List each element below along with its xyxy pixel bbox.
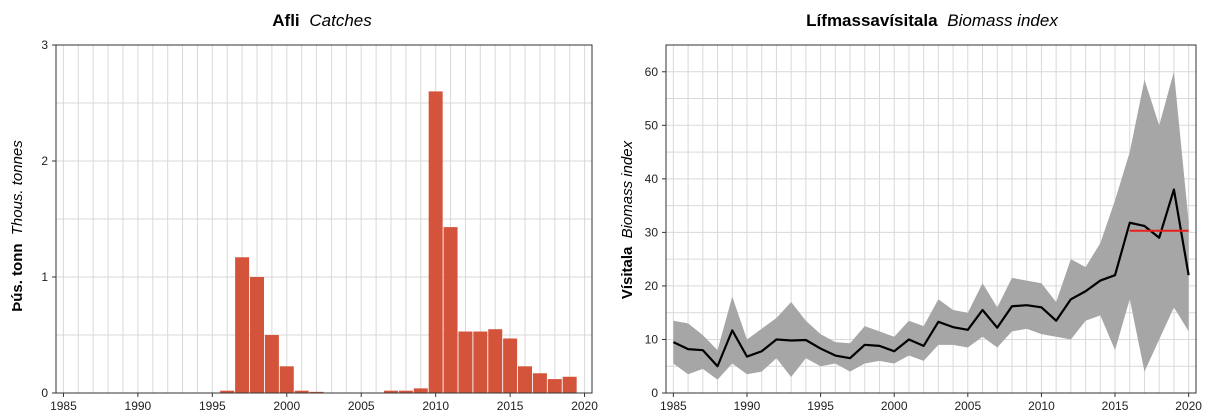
catches-title-bold: Afli <box>272 11 299 30</box>
catch-bar-1998 <box>250 277 264 393</box>
x-tick-label: 1995 <box>807 399 834 413</box>
biomass-title-italic: Biomass index <box>947 11 1058 30</box>
catches-panel: Afli Catches Þús. tonn Thous. tonnes 198… <box>9 11 598 413</box>
catch-bar-2010 <box>428 91 443 394</box>
catch-bar-2019 <box>562 376 577 393</box>
x-tick-label: 2005 <box>954 399 981 413</box>
catches-axes: 1985 1990 1995 2000 2005 2010 2015 2020 0 1 2 3 <box>41 38 598 413</box>
x-tick-label: 2000 <box>881 399 908 413</box>
y-tick-label: 3 <box>41 38 48 52</box>
x-tick-label: 2010 <box>422 399 449 413</box>
catch-bar-2013 <box>473 331 488 393</box>
catch-bar-2016 <box>518 366 532 393</box>
catches-y-label: Þús. tonn Thous. tonnes <box>9 140 26 312</box>
catch-bar-2008 <box>398 390 413 393</box>
biomass-y-label-bold: Vísitala <box>619 246 636 299</box>
x-tick-label: 1995 <box>199 399 226 413</box>
catch-bar-2001 <box>294 390 309 393</box>
biomass-title-bold: Lífmassavísitala <box>806 11 938 30</box>
catch-bar-1999 <box>264 335 279 393</box>
x-tick-label: 1985 <box>50 399 77 413</box>
biomass-y-label-italic: Biomass index <box>619 140 636 238</box>
catches-y-label-italic: Thous. tonnes <box>9 140 26 236</box>
catch-bar-2009 <box>413 388 428 393</box>
x-tick-label: 1990 <box>734 399 761 413</box>
catch-bar-2014 <box>488 329 503 393</box>
catches-y-label-bold: Þús. tonn <box>9 243 26 311</box>
catch-bar-2017 <box>532 373 547 393</box>
biomass-marks <box>672 71 1190 380</box>
catch-bar-2007 <box>384 390 398 393</box>
biomass-panel: Lífmassavísitala Biomass index Vísitala … <box>619 11 1202 413</box>
catches-title-italic: Catches <box>309 11 372 30</box>
biomass-title: Lífmassavísitala Biomass index <box>806 11 1058 30</box>
y-tick-label: 30 <box>645 225 659 239</box>
x-tick-label: 1985 <box>660 399 687 413</box>
y-tick-label: 10 <box>645 332 659 346</box>
catches-plot-frame <box>55 44 593 394</box>
biomass-y-label: Vísitala Biomass index <box>619 140 636 299</box>
x-tick-label: 2020 <box>1175 399 1202 413</box>
catch-bar-1997 <box>235 257 250 393</box>
x-tick-label: 2015 <box>497 399 524 413</box>
y-tick-label: 40 <box>645 172 659 186</box>
x-tick-label: 1990 <box>125 399 152 413</box>
x-tick-label: 2010 <box>1028 399 1055 413</box>
biomass-axes: 1985 1990 1995 2000 2005 2010 2015 2020 0 10 20 30 4… <box>645 65 1203 413</box>
catch-bar-2015 <box>503 338 518 393</box>
confidence-band <box>673 71 1189 380</box>
catch-bar-2002 <box>309 391 324 393</box>
catch-bar-1996 <box>220 390 235 393</box>
y-tick-label: 50 <box>645 118 659 132</box>
catches-title: Afli Catches <box>272 11 372 30</box>
x-tick-label: 2000 <box>273 399 300 413</box>
catch-bar-2012 <box>458 331 473 393</box>
catch-bar-2000 <box>279 366 294 393</box>
x-tick-label: 2020 <box>571 399 598 413</box>
y-tick-label: 1 <box>41 270 48 284</box>
catches-bars <box>220 91 577 394</box>
biomass-index-line <box>672 188 1190 368</box>
catch-bar-2011 <box>443 227 458 393</box>
y-tick-label: 60 <box>645 65 659 79</box>
y-tick-label: 2 <box>41 154 48 168</box>
biomass-plot-frame <box>665 44 1197 394</box>
x-tick-label: 2015 <box>1102 399 1129 413</box>
y-tick-label: 0 <box>41 386 48 400</box>
y-tick-label: 0 <box>651 386 658 400</box>
x-tick-label: 2005 <box>348 399 375 413</box>
y-tick-label: 20 <box>645 279 659 293</box>
catch-bar-2018 <box>547 379 562 393</box>
